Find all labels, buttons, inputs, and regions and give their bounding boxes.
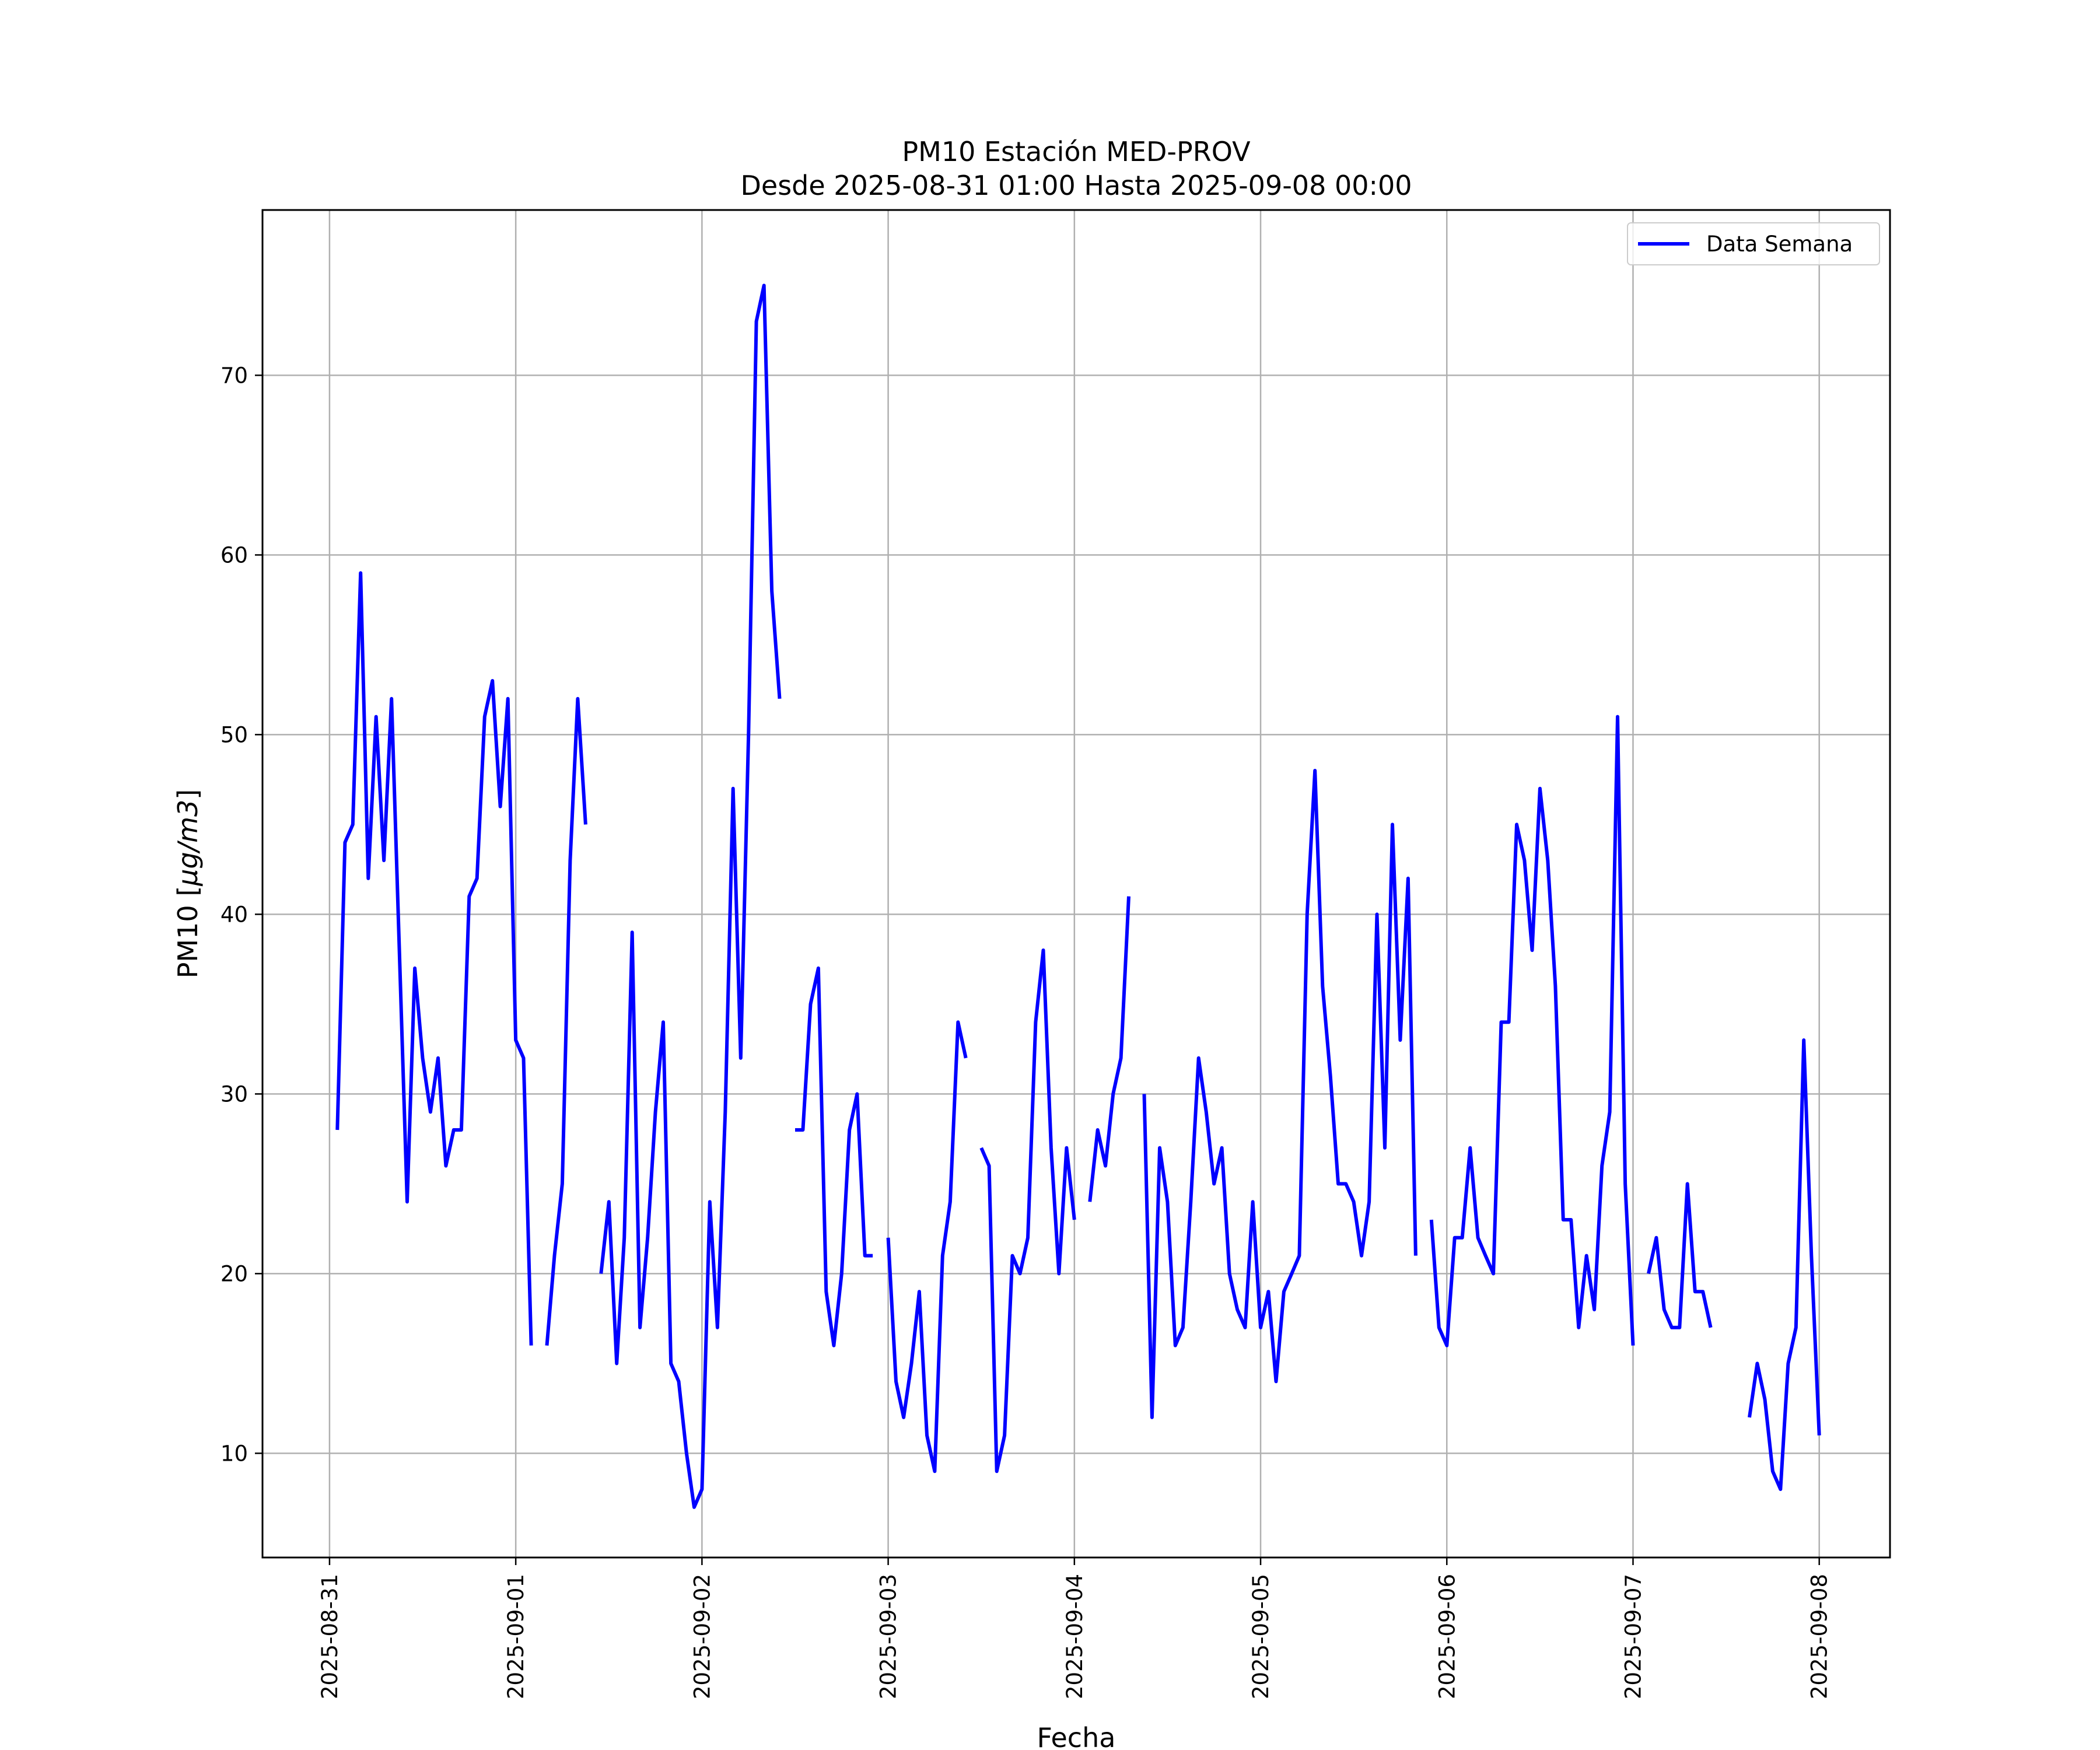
chart-subtitle: Desde 2025-08-31 01:00 Hasta 2025-09-08 …	[740, 170, 1412, 201]
series-line-segment	[795, 966, 873, 1348]
series-line-segment	[1142, 769, 1418, 1419]
plot-area-frame	[261, 209, 1891, 1559]
y-tick-label: 20	[220, 1261, 248, 1286]
x-axis-label: Fecha	[1037, 1722, 1116, 1750]
x-tick-label: 2025-09-06	[1434, 1574, 1460, 1699]
chart-title: PM10 Estación MED-PROV	[902, 136, 1251, 167]
y-tick-label: 70	[220, 363, 248, 388]
series-line-segment	[979, 949, 1076, 1474]
x-tick-label: 2025-08-31	[317, 1574, 342, 1699]
x-tick-label: 2025-09-03	[876, 1574, 901, 1699]
series-line-segment	[335, 571, 533, 1346]
x-tick-label: 2025-09-02	[690, 1574, 715, 1699]
series-line-segment	[886, 1020, 968, 1474]
y-axis-label-unit: μg/m3	[172, 800, 204, 887]
y-tick-label: 50	[220, 722, 248, 747]
x-tick-label: 2025-09-07	[1620, 1574, 1646, 1699]
series-line-segment	[599, 284, 782, 1509]
x-tick-label: 2025-09-01	[503, 1574, 528, 1699]
legend-label-data-semana: Data Semana	[1706, 232, 1853, 257]
series-line-segment	[545, 696, 587, 1346]
series-line-segment	[1429, 715, 1635, 1348]
series-line-segment	[1647, 1182, 1713, 1329]
x-tick-label: 2025-09-05	[1248, 1574, 1273, 1699]
x-tick-label: 2025-09-08	[1807, 1574, 1832, 1699]
y-tick-label: 30	[220, 1082, 248, 1107]
series-line-segment	[1748, 1038, 1821, 1491]
y-tick-label: 40	[220, 902, 248, 927]
y-axis-label-suffix: ]	[172, 789, 204, 800]
data-series	[335, 284, 1821, 1509]
y-tick-label: 10	[220, 1441, 248, 1466]
grid-lines	[262, 210, 1890, 1558]
y-axis-label-prefix: PM10 [	[172, 886, 204, 979]
y-axis-label: PM10 [μg/m3]	[172, 789, 204, 979]
x-tick-label: 2025-09-04	[1062, 1574, 1087, 1699]
y-tick-label: 60	[220, 542, 248, 568]
legend-box	[1627, 222, 1880, 265]
axis-ticks: 2025-08-31 2025-09-01 2025-09-02 2025-09-03…	[220, 363, 1832, 1699]
series-line-segment	[1088, 896, 1130, 1202]
legend: Data Semana	[1627, 222, 1880, 265]
